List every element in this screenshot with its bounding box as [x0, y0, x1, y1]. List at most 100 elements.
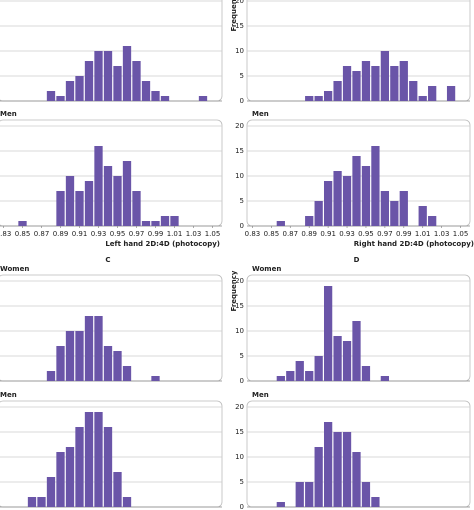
y-tick-label: 0 — [240, 503, 244, 510]
bar — [371, 66, 380, 101]
y-tick-label: 20 — [235, 403, 244, 411]
y-tick-label: 10 — [235, 172, 244, 180]
bar — [323, 286, 333, 381]
bar — [371, 497, 380, 507]
bar — [103, 427, 113, 507]
bar — [418, 96, 427, 101]
bar — [113, 66, 122, 101]
y-tick-label: 5 — [240, 478, 244, 486]
y-tick-label: 15 — [235, 22, 244, 30]
bar — [380, 376, 390, 381]
x-tick-label: 1.03 — [434, 230, 450, 238]
bar — [276, 221, 285, 226]
bar — [103, 166, 113, 226]
y-tick-label: 0 — [240, 377, 244, 385]
bar — [46, 91, 56, 101]
bar — [361, 482, 371, 507]
bar — [56, 191, 65, 226]
y-tick-label: 5 — [240, 72, 244, 80]
y-tick-label: 10 — [235, 453, 244, 461]
bar — [314, 356, 323, 381]
x-tick-label: 1.01 — [415, 230, 431, 238]
bar — [94, 51, 103, 101]
bar — [295, 482, 304, 507]
x-tick-label: 0.97 — [129, 230, 145, 238]
bar — [361, 366, 371, 381]
x-tick-label: 0.93 — [339, 230, 355, 238]
bar — [170, 216, 179, 226]
bar — [314, 447, 323, 507]
bar — [75, 76, 84, 101]
x-tick-label: 0.85 — [15, 230, 31, 238]
bar — [94, 316, 103, 381]
bar — [122, 366, 132, 381]
bar — [295, 361, 304, 381]
bar — [75, 331, 84, 381]
bar — [409, 81, 418, 101]
bar — [333, 171, 342, 226]
bar — [276, 502, 285, 507]
bar — [352, 321, 361, 381]
x-axis-label: Left hand 2D:4D (photocopy) — [105, 240, 220, 248]
panel-label: C — [105, 256, 110, 264]
bar — [113, 351, 122, 381]
bar — [65, 81, 75, 101]
x-tick-label: 0.89 — [301, 230, 317, 238]
x-tick-label: 0.83 — [245, 230, 261, 238]
bar — [103, 51, 113, 101]
bar — [84, 316, 94, 381]
x-tick-label: 1.03 — [186, 230, 202, 238]
panel-title: Men — [0, 110, 17, 118]
y-tick-label: 20 — [235, 0, 244, 5]
bar — [305, 482, 314, 507]
y-tick-label: 20 — [235, 122, 244, 130]
panel-title: Men — [0, 391, 17, 399]
bar — [132, 191, 141, 226]
bar — [352, 452, 361, 507]
panel-title: Women — [252, 265, 281, 273]
x-tick-label: 0.99 — [396, 230, 412, 238]
bar — [84, 181, 94, 226]
bar — [428, 86, 437, 101]
bar — [323, 181, 333, 226]
bar — [113, 472, 122, 507]
bar — [132, 61, 141, 101]
y-tick-label: 15 — [235, 302, 244, 310]
bar — [160, 216, 170, 226]
bar — [122, 497, 132, 507]
panel-title: Men — [252, 391, 269, 399]
bar — [342, 176, 352, 226]
bar — [390, 201, 399, 226]
x-tick-label: 0.91 — [72, 230, 88, 238]
bar — [94, 146, 103, 226]
y-tick-label: 10 — [235, 47, 244, 55]
bar — [46, 477, 56, 507]
y-axis-label: Frequency — [230, 270, 238, 311]
bar — [380, 51, 390, 101]
panel-title: Women — [0, 265, 29, 273]
bar — [141, 81, 151, 101]
bar — [418, 206, 427, 226]
bar — [361, 166, 371, 226]
x-tick-label: 1.05 — [453, 230, 469, 238]
bar — [151, 376, 160, 381]
bar — [75, 427, 84, 507]
panel-label: D — [354, 256, 360, 264]
bar — [46, 371, 56, 381]
bar — [103, 346, 113, 381]
bar — [198, 96, 208, 101]
bar — [342, 432, 352, 507]
y-tick-label: 10 — [235, 327, 244, 335]
bar — [305, 371, 314, 381]
bar — [276, 376, 285, 381]
x-tick-label: 0.97 — [377, 230, 393, 238]
bar — [305, 96, 314, 101]
bar — [314, 201, 323, 226]
bar — [446, 86, 456, 101]
x-tick-label: 0.95 — [358, 230, 374, 238]
bar — [75, 191, 84, 226]
x-tick-label: 0.87 — [34, 230, 50, 238]
x-tick-label: 0.83 — [0, 230, 11, 238]
bar — [399, 61, 408, 101]
